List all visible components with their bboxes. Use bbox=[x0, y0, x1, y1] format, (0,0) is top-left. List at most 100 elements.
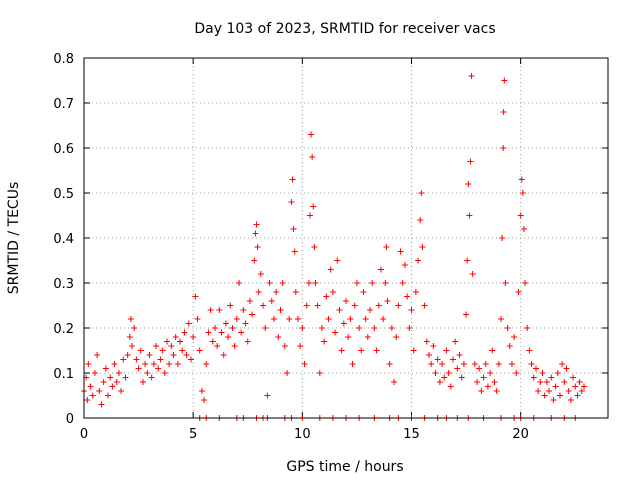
data-point-plus bbox=[273, 289, 280, 295]
data-point-plus bbox=[556, 392, 563, 399]
data-point-plus bbox=[85, 361, 92, 367]
data-point-plus bbox=[528, 361, 535, 367]
data-point-plus bbox=[236, 280, 243, 286]
data-point-plus bbox=[391, 379, 398, 385]
data-point-plus bbox=[187, 356, 194, 363]
data-point-plus bbox=[487, 370, 494, 376]
data-point-plus bbox=[218, 329, 225, 336]
data-point-plus bbox=[323, 293, 330, 300]
data-point-plus bbox=[277, 307, 284, 313]
data-point-plus bbox=[559, 361, 566, 367]
data-point-plus bbox=[554, 370, 561, 376]
data-point-plus bbox=[89, 392, 96, 399]
data-point-plus bbox=[170, 352, 177, 358]
data-point-plus bbox=[466, 212, 473, 219]
data-point-plus bbox=[367, 307, 374, 313]
data-point-plus bbox=[129, 343, 136, 349]
data-point-plus bbox=[506, 343, 513, 349]
data-point-plus bbox=[98, 401, 105, 408]
data-point-plus bbox=[233, 316, 240, 322]
data-point-plus bbox=[299, 325, 306, 331]
data-point-plus bbox=[484, 383, 491, 390]
data-point-plus bbox=[194, 316, 201, 322]
data-point-plus bbox=[491, 379, 498, 385]
data-point-plus bbox=[163, 338, 170, 345]
data-point-plus bbox=[515, 289, 522, 295]
data-point-plus bbox=[498, 316, 505, 322]
data-point-plus bbox=[382, 280, 389, 286]
data-point-plus bbox=[428, 361, 435, 367]
data-point-plus bbox=[504, 325, 511, 331]
data-point-plus bbox=[303, 302, 310, 309]
data-point-plus bbox=[281, 343, 288, 349]
data-point-plus bbox=[321, 338, 328, 345]
plot-frame bbox=[83, 57, 609, 419]
data-point-plus bbox=[543, 379, 550, 385]
data-point-plus bbox=[96, 388, 103, 394]
data-point-plus bbox=[541, 392, 548, 399]
data-point-plus bbox=[172, 334, 179, 340]
data-point-plus bbox=[118, 388, 125, 394]
data-point-plus bbox=[570, 374, 577, 381]
data-point-plus bbox=[220, 352, 227, 358]
data-point-plus bbox=[580, 383, 587, 390]
data-point-plus bbox=[115, 370, 122, 376]
data-point-plus bbox=[449, 356, 456, 363]
data-point-plus bbox=[126, 334, 133, 340]
x-tick-label: 0 bbox=[80, 427, 88, 442]
data-point-plus bbox=[539, 370, 546, 376]
data-point-plus bbox=[334, 257, 341, 264]
data-point-plus bbox=[500, 109, 507, 115]
data-point-plus bbox=[432, 370, 439, 376]
data-point-plus bbox=[517, 212, 524, 219]
data-point-plus bbox=[522, 280, 529, 286]
data-point-plus bbox=[329, 289, 336, 295]
data-point-plus bbox=[478, 388, 485, 394]
data-point-plus bbox=[360, 289, 367, 295]
data-point-plus bbox=[327, 266, 334, 273]
data-point-plus bbox=[417, 217, 424, 223]
data-point-plus bbox=[192, 293, 199, 300]
data-point-plus bbox=[332, 329, 339, 336]
data-point-plus bbox=[109, 383, 116, 390]
data-point-plus bbox=[87, 383, 94, 390]
data-point-plus bbox=[251, 257, 258, 264]
y-tick-label: 0.4 bbox=[53, 232, 74, 247]
data-point-plus bbox=[181, 329, 188, 336]
data-point-plus bbox=[262, 325, 269, 331]
data-point-plus bbox=[364, 334, 371, 340]
data-point-plus bbox=[467, 158, 474, 165]
data-point-plus bbox=[84, 397, 91, 403]
data-point-plus bbox=[572, 383, 579, 390]
data-point-plus bbox=[532, 365, 539, 372]
data-point-plus bbox=[351, 302, 358, 309]
data-point-plus bbox=[546, 388, 553, 394]
data-point-plus bbox=[135, 365, 142, 372]
data-point-plus bbox=[244, 338, 251, 345]
data-point-plus bbox=[290, 226, 297, 232]
data-point-plus bbox=[314, 302, 321, 309]
data-point-plus bbox=[415, 257, 422, 264]
data-point-plus bbox=[511, 334, 518, 340]
x-tick-label: 10 bbox=[294, 427, 311, 442]
x-axis-ticks: 0 5 10 15 20 bbox=[80, 58, 529, 442]
data-point-plus bbox=[120, 356, 127, 363]
data-point-plus bbox=[489, 347, 496, 354]
data-point-plus bbox=[214, 343, 221, 349]
data-point-plus bbox=[122, 374, 129, 381]
data-point-plus bbox=[231, 343, 238, 349]
data-point-plus bbox=[179, 347, 186, 354]
data-point-plus bbox=[292, 289, 299, 295]
data-point-plus bbox=[513, 370, 520, 376]
data-point-plus bbox=[155, 365, 162, 372]
x-axis-label: GPS time / hours bbox=[286, 459, 403, 475]
data-point-plus bbox=[395, 302, 402, 309]
data-point-plus bbox=[107, 374, 114, 381]
data-point-plus bbox=[495, 361, 502, 367]
data-point-plus bbox=[301, 361, 308, 367]
data-point-plus bbox=[196, 347, 203, 354]
data-point-plus bbox=[537, 379, 544, 385]
data-point-plus bbox=[502, 280, 509, 286]
data-point-plus bbox=[384, 298, 391, 304]
data-point-plus bbox=[168, 343, 175, 349]
